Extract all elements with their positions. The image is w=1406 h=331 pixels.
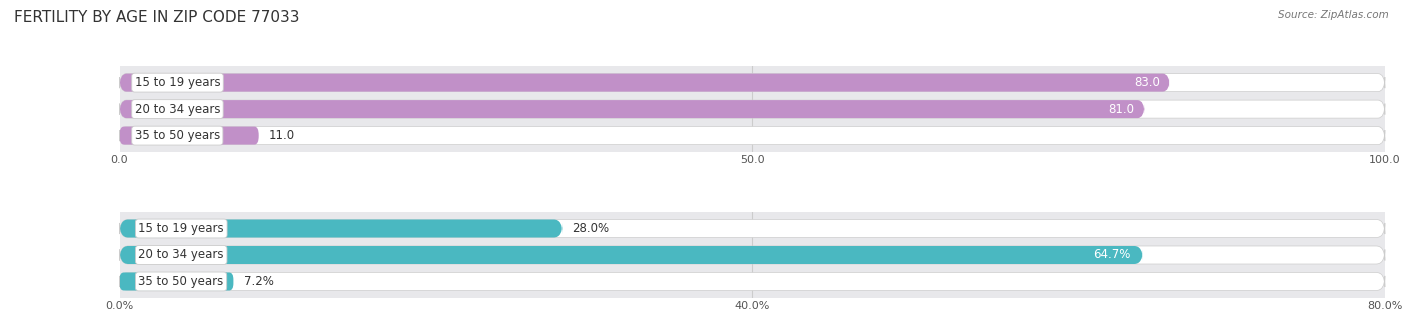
Text: 35 to 50 years: 35 to 50 years — [135, 129, 219, 142]
FancyBboxPatch shape — [120, 246, 1143, 264]
Text: 11.0: 11.0 — [269, 129, 295, 142]
Text: 15 to 19 years: 15 to 19 years — [135, 76, 221, 89]
Text: 81.0: 81.0 — [1108, 103, 1135, 116]
FancyBboxPatch shape — [120, 73, 1170, 92]
FancyBboxPatch shape — [120, 272, 1385, 291]
Text: 20 to 34 years: 20 to 34 years — [135, 103, 221, 116]
FancyBboxPatch shape — [120, 219, 1385, 238]
FancyBboxPatch shape — [120, 73, 1385, 92]
FancyBboxPatch shape — [120, 126, 1385, 145]
Text: 35 to 50 years: 35 to 50 years — [139, 275, 224, 288]
Text: 7.2%: 7.2% — [243, 275, 273, 288]
Text: 15 to 19 years: 15 to 19 years — [139, 222, 224, 235]
Text: 28.0%: 28.0% — [572, 222, 610, 235]
Text: FERTILITY BY AGE IN ZIP CODE 77033: FERTILITY BY AGE IN ZIP CODE 77033 — [14, 10, 299, 25]
FancyBboxPatch shape — [120, 272, 233, 291]
FancyBboxPatch shape — [120, 246, 1385, 264]
Text: 83.0: 83.0 — [1133, 76, 1160, 89]
FancyBboxPatch shape — [120, 100, 1144, 118]
FancyBboxPatch shape — [120, 100, 1385, 118]
FancyBboxPatch shape — [120, 126, 259, 145]
Text: 64.7%: 64.7% — [1092, 249, 1130, 261]
FancyBboxPatch shape — [120, 219, 562, 238]
Text: 20 to 34 years: 20 to 34 years — [139, 249, 224, 261]
Text: Source: ZipAtlas.com: Source: ZipAtlas.com — [1278, 10, 1389, 20]
